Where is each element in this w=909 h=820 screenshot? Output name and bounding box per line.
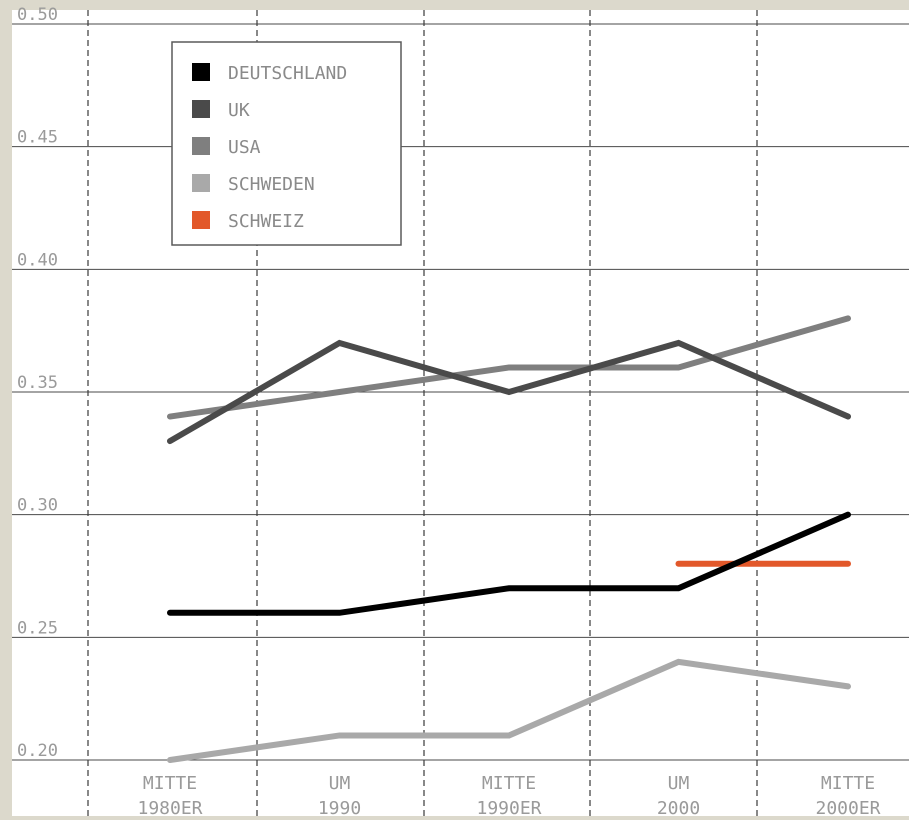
legend-swatch xyxy=(192,211,210,229)
data-point-uk xyxy=(847,416,849,418)
x-tick-label: 1990 xyxy=(318,798,361,816)
legend-swatch xyxy=(192,63,210,81)
x-tick-label: UM xyxy=(329,773,351,794)
data-point-usa xyxy=(847,317,849,319)
data-point-deutschland xyxy=(339,612,340,614)
data-point-schweden xyxy=(169,759,171,761)
plot-background xyxy=(12,10,909,816)
x-tick-label: MITTE xyxy=(143,773,197,794)
data-point-schweden xyxy=(678,661,679,663)
legend-label: DEUTSCHLAND xyxy=(228,63,347,84)
x-axis-tick-labels: MITTE 1980ER UM 1990 MITTE 1990ER UM 2000 MITTE 2… xyxy=(137,773,880,819)
data-point-usa xyxy=(339,391,340,393)
data-point-deutschland xyxy=(678,587,679,589)
y-tick-label: 0.20 xyxy=(17,741,58,761)
data-point-usa xyxy=(508,366,510,368)
data-point-schweiz xyxy=(678,563,679,565)
x-tick-label: 1980ER xyxy=(137,798,202,816)
legend: DEUTSCHLAND UK USA SCHWEDEN SCHWEIZ xyxy=(171,41,402,246)
data-point-deutschland xyxy=(847,514,849,516)
series-lines xyxy=(167,315,851,763)
y-tick-label: 0.25 xyxy=(17,618,58,638)
legend-label: UK xyxy=(228,100,250,121)
x-tick-label: MITTE xyxy=(821,773,875,794)
legend-swatch xyxy=(192,174,210,192)
data-point-uk xyxy=(169,440,171,442)
y-tick-label: 0.30 xyxy=(17,496,58,516)
x-tick-label: 2000ER xyxy=(815,798,880,816)
data-point-schweden xyxy=(847,685,849,687)
data-point-deutschland xyxy=(169,612,171,614)
x-tick-label: 2000 xyxy=(657,798,700,816)
data-point-uk xyxy=(339,342,340,344)
y-tick-label: 0.40 xyxy=(17,250,58,270)
x-tick-label: UM xyxy=(668,773,690,794)
data-point-uk xyxy=(678,342,679,344)
legend-label: USA xyxy=(228,137,261,158)
y-tick-label: 0.45 xyxy=(17,128,58,148)
legend-label: SCHWEDEN xyxy=(228,174,315,195)
data-point-usa xyxy=(169,416,171,418)
x-tick-label: MITTE xyxy=(482,773,536,794)
data-point-deutschland xyxy=(508,587,510,589)
y-axis-tick-labels: 0.50 0.45 0.40 0.35 0.30 0.25 0.20 xyxy=(17,5,58,761)
data-point-schweden xyxy=(508,734,510,736)
data-point-uk xyxy=(508,391,510,393)
data-point-schweden xyxy=(339,734,340,736)
y-tick-label: 0.35 xyxy=(17,373,58,393)
legend-label: SCHWEIZ xyxy=(228,211,304,232)
y-tick-label: 0.50 xyxy=(17,5,58,25)
legend-box xyxy=(171,41,402,246)
legend-swatch xyxy=(192,100,210,118)
x-tick-label: 1990ER xyxy=(476,798,541,816)
legend-swatch xyxy=(192,137,210,155)
data-point-schweiz xyxy=(847,563,849,565)
data-point-usa xyxy=(678,366,679,368)
grid xyxy=(12,10,909,816)
